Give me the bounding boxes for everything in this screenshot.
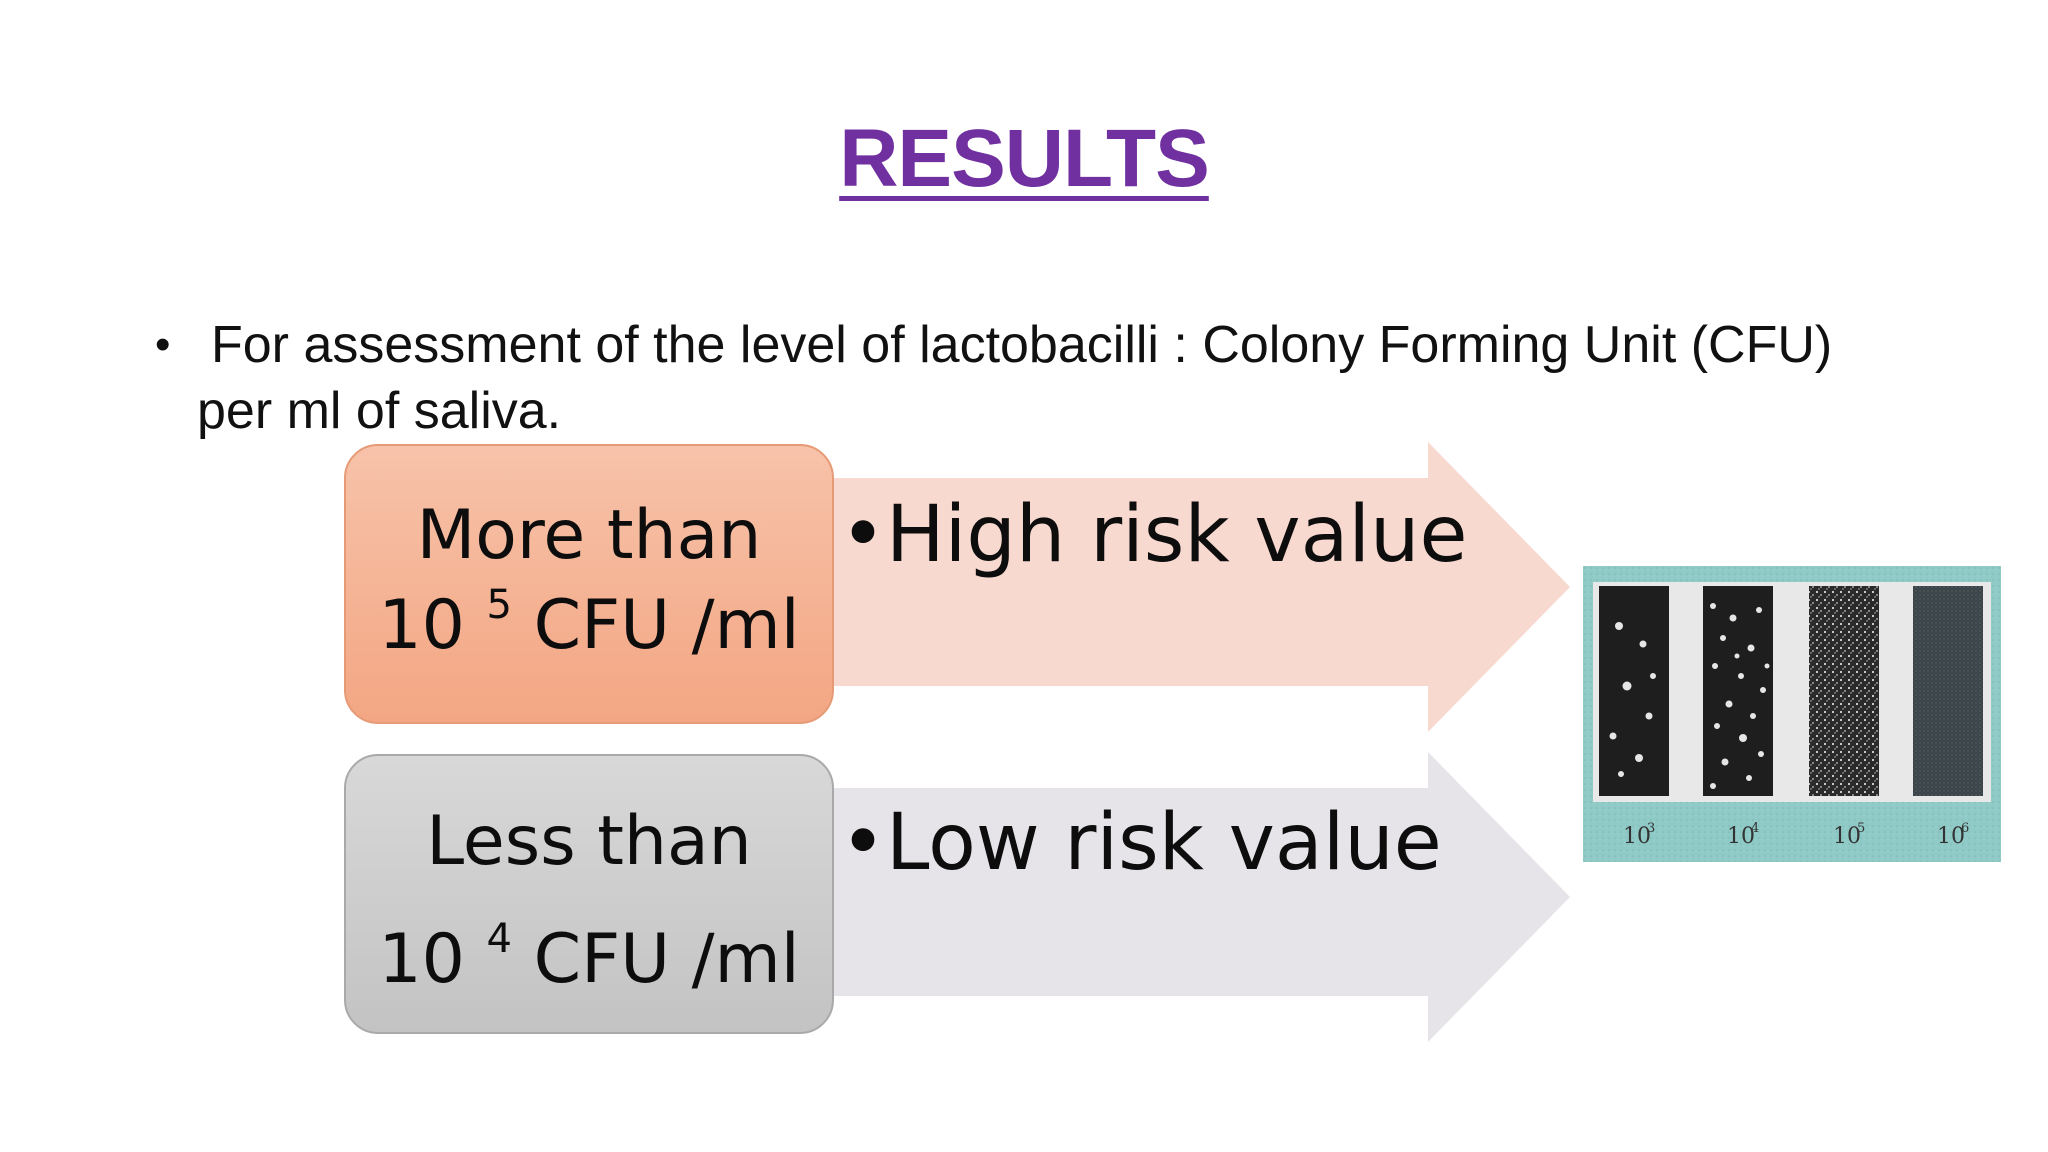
- strip-10-3-colonies: [1609, 622, 1656, 777]
- low-risk-arrow: [830, 752, 1570, 1042]
- high-risk-base: 10: [378, 586, 465, 665]
- high-risk-threshold-box: More than 10 5 CFU /ml: [344, 444, 834, 724]
- low-risk-box-line2: 10 4 CFU /ml: [346, 919, 832, 994]
- plate-label-10-5: 10: [1833, 824, 1861, 849]
- bullet-line-1: For assessment of the level of lactobaci…: [211, 316, 1833, 374]
- low-risk-unit: CFU /ml: [533, 920, 800, 999]
- high-risk-arrow: [830, 442, 1570, 732]
- plate-exp-3: 3: [1647, 821, 1655, 836]
- plate-exp-6: 6: [1961, 821, 1969, 836]
- high-risk-label: •High risk value: [840, 490, 1468, 580]
- high-risk-exponent: 5: [486, 582, 512, 628]
- strip-10-4-colonies: [1710, 603, 1770, 789]
- low-risk-threshold-box: Less than 10 4 CFU /ml: [344, 754, 834, 1034]
- low-risk-arrow-shape: [830, 752, 1570, 1042]
- high-risk-arrow-shape: [830, 442, 1570, 732]
- strip-10-3: [1599, 586, 1669, 796]
- plate-exp-4: 4: [1751, 821, 1759, 836]
- strip-10-6: [1913, 586, 1983, 796]
- plate-label-10-3: 10: [1623, 824, 1651, 849]
- plate-exp-5: 5: [1857, 821, 1865, 836]
- plate-label-10-4: 10: [1727, 824, 1755, 849]
- high-risk-unit: CFU /ml: [533, 586, 800, 665]
- bullet-point: • For assessment of the level of lactoba…: [155, 312, 1955, 444]
- bullet-line-2: per ml of saliva.: [197, 382, 562, 440]
- high-risk-box-line2: 10 5 CFU /ml: [346, 585, 832, 660]
- strip-10-5: [1809, 586, 1879, 796]
- low-risk-exponent: 4: [486, 916, 512, 962]
- slide-title: RESULTS: [839, 113, 1210, 204]
- high-risk-box-line1: More than: [416, 496, 762, 575]
- bullet-text: For assessment of the level of lactobaci…: [155, 312, 1955, 444]
- plate-label-10-6: 10: [1937, 824, 1965, 849]
- lactobacilli-culture-plates-image: 10 3 10 4 10 5 10 6: [1583, 566, 2001, 862]
- low-risk-box-line1: Less than: [426, 802, 752, 881]
- low-risk-base: 10: [378, 920, 465, 999]
- low-risk-label: •Low risk value: [840, 798, 1442, 888]
- bullet-dot-icon: •: [155, 320, 171, 369]
